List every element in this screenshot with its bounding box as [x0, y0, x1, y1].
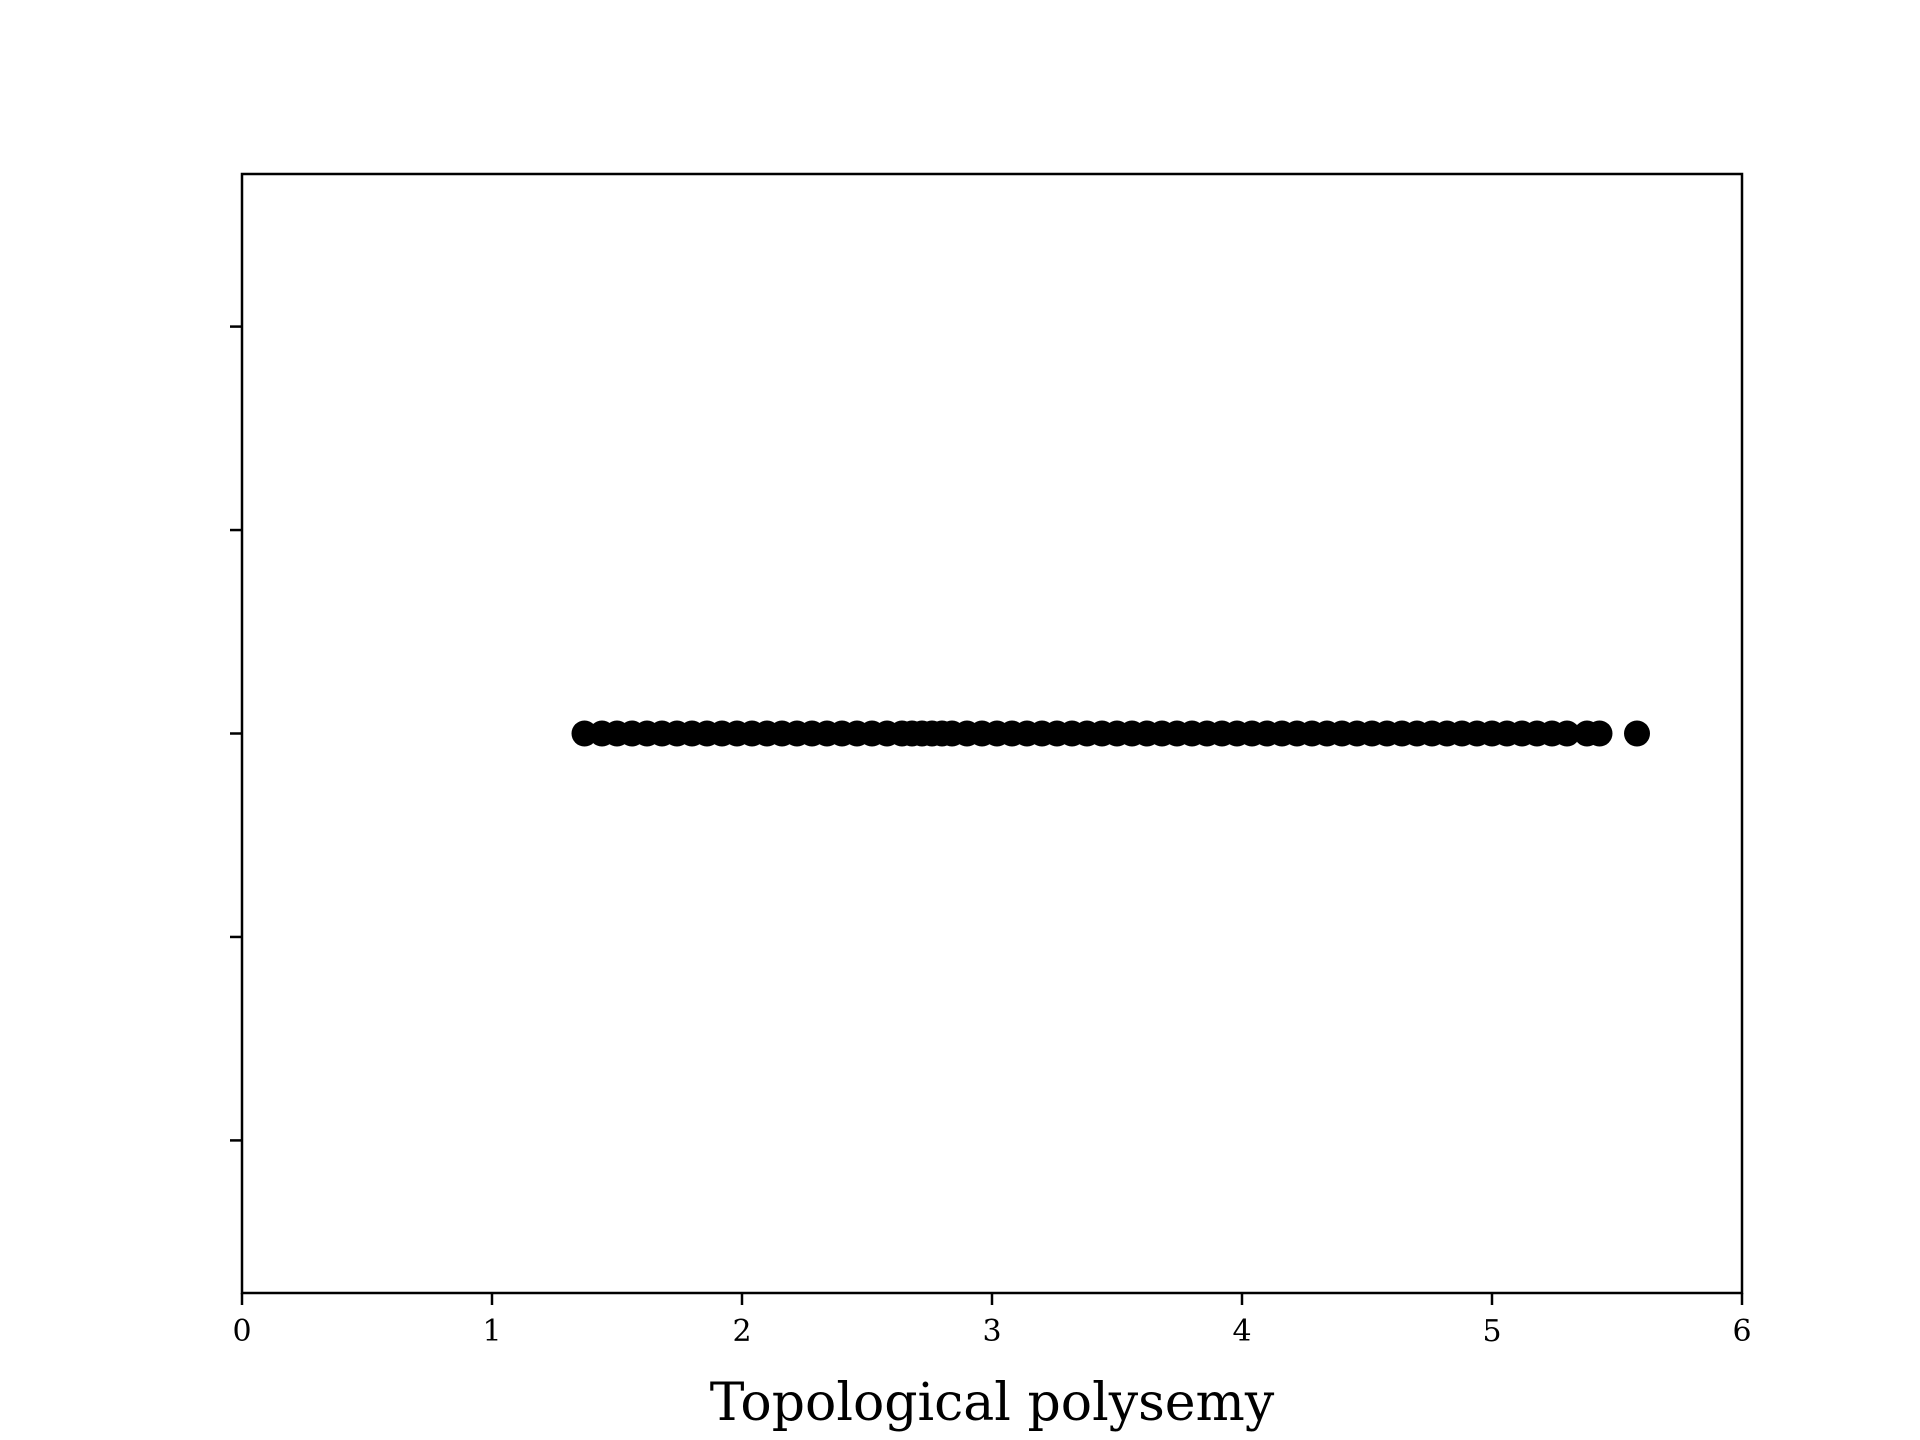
x-tick-label: 6: [1732, 1314, 1751, 1349]
x-tick-label: 5: [1482, 1314, 1501, 1349]
x-tick-label: 4: [1232, 1314, 1251, 1349]
x-tick-label: 2: [732, 1314, 751, 1349]
x-tick-label: 0: [232, 1314, 251, 1349]
data-points: [571, 720, 1650, 747]
data-point: [1624, 720, 1650, 747]
x-axis-title: Topological polysemy: [710, 1373, 1275, 1433]
data-point: [1554, 720, 1580, 747]
x-tick-label: 3: [982, 1314, 1001, 1349]
x-tick-label: 1: [482, 1314, 501, 1349]
x-axis-ticks: 0 1 2 3 4 5 6: [232, 1293, 1752, 1349]
y-axis-ticks: [230, 325, 242, 1142]
data-point: [1586, 720, 1613, 747]
